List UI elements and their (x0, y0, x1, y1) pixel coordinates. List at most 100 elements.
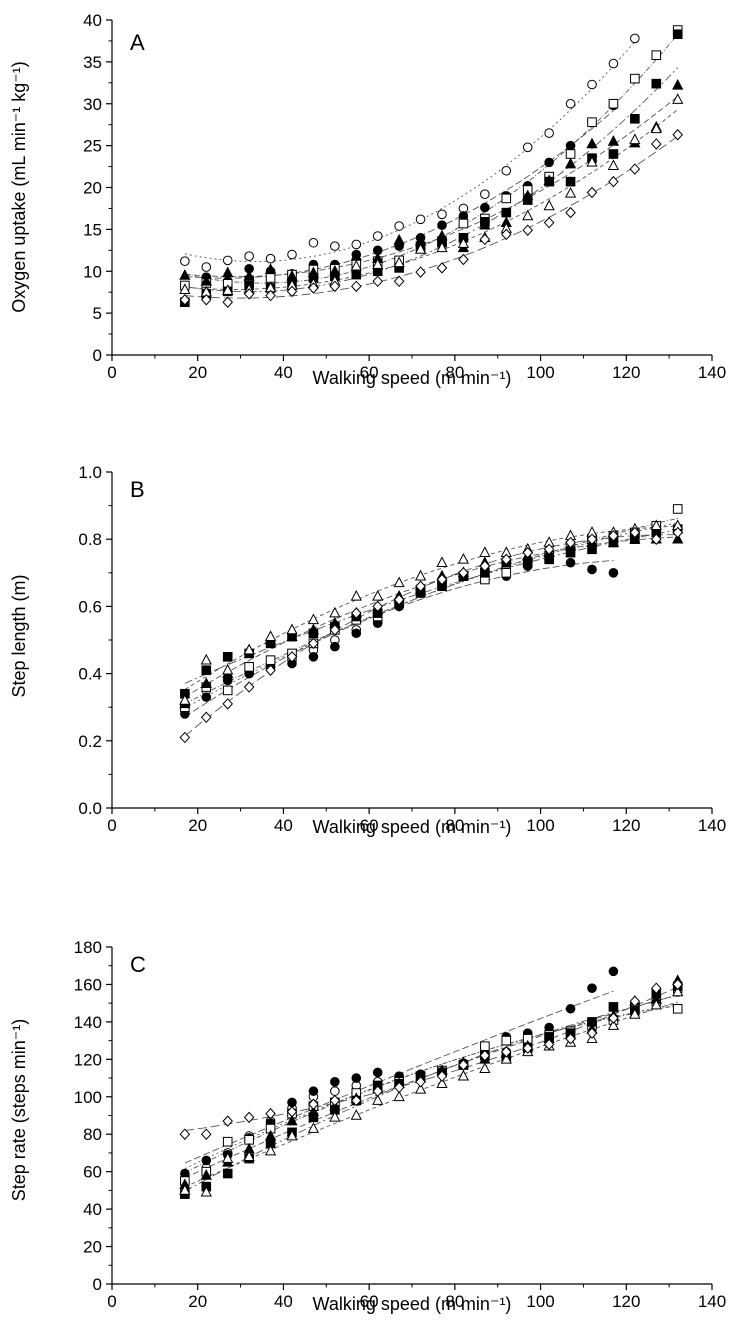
data-point-filled-square (608, 149, 619, 159)
data-point-open-triangle (650, 998, 662, 1010)
data-point-filled-triangle (286, 1114, 298, 1126)
panel-c-y-tick-label: 160 (74, 975, 102, 994)
data-point-open-triangle (179, 283, 191, 294)
panel-c-trend-lines (184, 986, 678, 1192)
data-point-open-circle (501, 165, 512, 176)
data-point-open-triangle (329, 1111, 341, 1122)
data-point-filled-circle (201, 1155, 212, 1166)
panel-a-series-open-diamond (179, 128, 683, 308)
data-point-filled-square (565, 176, 576, 187)
data-point-open-diamond (629, 995, 641, 1008)
panel-c-x-tick-label: 140 (698, 1292, 726, 1311)
data-point-open-square (651, 50, 662, 60)
panel-b-x-tick-label: 100 (526, 816, 554, 835)
data-point-filled-square (351, 269, 362, 280)
panel-b-series-open-square (180, 504, 683, 713)
data-point-filled-circle (351, 628, 362, 639)
data-point-filled-square (630, 114, 640, 124)
data-point-open-triangle (286, 1129, 298, 1141)
panel-c-y-tick-label: 0 (93, 1275, 102, 1294)
data-point-open-diamond (651, 138, 662, 150)
panel-c-y-axis-title: Step rate (steps min⁻¹) (9, 1019, 29, 1202)
panel-c-trend-line (184, 1001, 678, 1188)
panel-b-y-tick-label: 0.2 (78, 732, 102, 751)
data-point-open-circle (630, 33, 640, 44)
data-point-filled-triangle (607, 135, 620, 146)
data-point-open-triangle (650, 122, 662, 134)
data-point-open-diamond (586, 1027, 598, 1039)
data-point-filled-triangle (200, 274, 212, 286)
panel-a-trend-line (184, 96, 678, 278)
data-point-open-triangle (436, 1077, 448, 1088)
panel-b-series-filled-triangle (179, 532, 684, 709)
data-point-filled-triangle (200, 1169, 212, 1180)
data-point-open-circle (415, 214, 426, 225)
data-point-open-circle (330, 1086, 340, 1096)
panel-b-y-tick-label: 0.6 (78, 597, 102, 616)
data-point-filled-triangle (286, 630, 298, 641)
panel-a-series-open-circle (180, 33, 640, 272)
data-point-open-triangle (672, 985, 684, 997)
data-point-open-circle (201, 262, 212, 272)
panel-c-series-filled-square (180, 981, 683, 1199)
data-point-open-square (630, 73, 640, 84)
data-point-open-circle (587, 79, 597, 90)
data-point-filled-circle (330, 641, 340, 652)
data-point-open-square (501, 568, 512, 578)
data-point-open-triangle (179, 1184, 191, 1195)
data-point-open-triangle (479, 546, 491, 557)
panel-b-trend-lines (184, 517, 678, 737)
data-point-filled-triangle (543, 174, 555, 186)
data-point-filled-circle (608, 966, 619, 977)
panel-b-series-open-circle (180, 524, 683, 709)
data-point-open-triangle (607, 159, 620, 171)
data-point-open-diamond (201, 1128, 212, 1140)
panel-c-trend-line (184, 986, 678, 1132)
data-point-filled-triangle (586, 137, 598, 149)
panel-a-trend-line (184, 109, 678, 290)
data-point-filled-triangle (436, 229, 448, 241)
data-point-open-square (222, 1136, 233, 1147)
panel-c-series-open-square (180, 996, 683, 1186)
panel-c-y-tick-label: 20 (83, 1238, 102, 1257)
data-point-open-triangle (372, 589, 384, 601)
panel-a-y-tick-label: 15 (83, 220, 102, 239)
panel-c-y-tick-label: 180 (74, 938, 102, 957)
panel-a-y-tick-label: 40 (83, 11, 102, 30)
data-point-open-triangle (586, 156, 598, 167)
panel-b-letter: B (130, 477, 145, 502)
data-point-open-square (244, 662, 254, 672)
data-point-open-triangle (457, 552, 470, 564)
data-point-open-square (265, 655, 276, 665)
data-point-open-circle (244, 251, 254, 261)
data-point-filled-circle (544, 157, 554, 168)
data-point-open-diamond (393, 275, 405, 288)
panel-a-trend-line (184, 41, 636, 262)
data-point-open-triangle (436, 241, 448, 253)
data-point-open-triangle (372, 1094, 384, 1105)
panel-c-x-tick-label: 100 (526, 1292, 554, 1311)
data-point-open-diamond (479, 1049, 491, 1062)
data-point-open-diamond (458, 253, 469, 266)
data-point-filled-circle (308, 652, 319, 662)
data-point-filled-triangle (307, 266, 320, 278)
data-point-open-square (265, 273, 276, 283)
data-point-open-triangle (286, 623, 298, 635)
data-point-open-triangle (393, 1090, 405, 1102)
data-point-filled-triangle (264, 1129, 277, 1141)
panel-a-y-tick-label: 25 (83, 137, 102, 156)
data-point-filled-square (672, 29, 683, 40)
panel-a-trend-line (184, 110, 614, 279)
data-point-filled-triangle (672, 532, 684, 544)
data-point-open-diamond (179, 731, 191, 744)
data-point-open-diamond (415, 266, 426, 278)
data-point-open-square (587, 117, 597, 127)
data-point-open-triangle (457, 1069, 470, 1081)
panel-c-series-filled-circle (180, 966, 619, 1179)
data-point-open-triangle (350, 259, 362, 271)
panel-b-x-tick-label: 120 (612, 816, 640, 835)
data-point-filled-square (651, 78, 662, 89)
panel-a-y-tick-label: 35 (83, 53, 102, 72)
data-point-open-diamond (179, 1128, 191, 1140)
data-point-open-diamond (393, 1081, 405, 1094)
